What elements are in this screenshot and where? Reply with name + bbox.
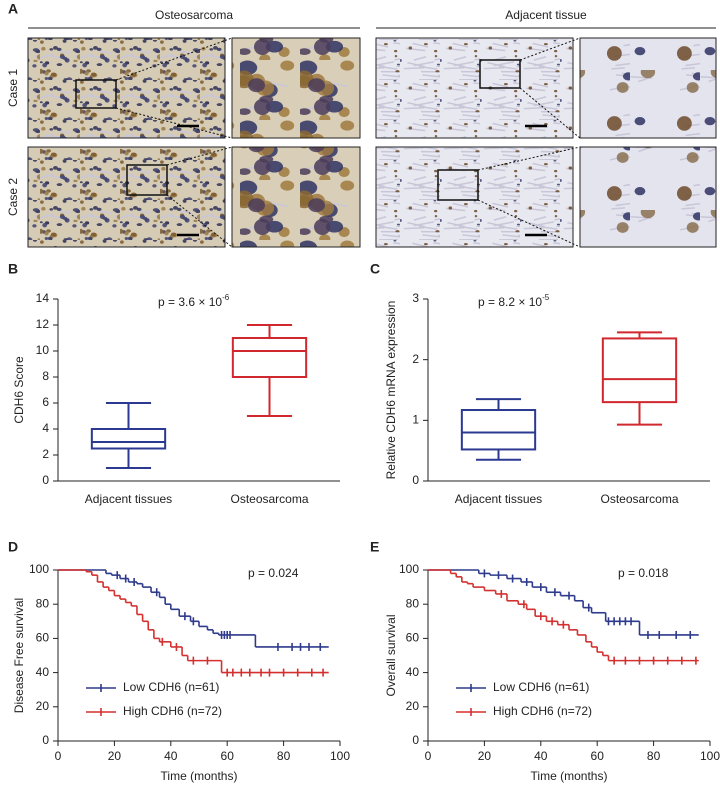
- legend-label: Low CDH6 (n=61): [493, 680, 589, 694]
- x-tick-label: Osteosarcoma: [230, 492, 308, 506]
- x-tick-label: 80: [277, 749, 291, 763]
- legend-label: High CDH6 (n=72): [123, 704, 222, 718]
- x-tick-label: 100: [700, 749, 720, 763]
- micrograph: [579, 37, 717, 139]
- micrograph: [231, 37, 361, 139]
- x-axis-label: Time (months): [531, 769, 608, 783]
- zoom-line: [477, 146, 581, 171]
- zoom-line: [519, 87, 581, 139]
- x-tick-label: Osteosarcoma: [600, 492, 678, 506]
- legend-label: Low CDH6 (n=61): [123, 680, 219, 694]
- zoom-line: [115, 37, 233, 81]
- x-tick-label: 60: [591, 749, 605, 763]
- y-tick-label: 80: [406, 596, 420, 610]
- micrograph: [579, 146, 717, 248]
- p-value-text: p = 8.2 × 10: [478, 295, 542, 309]
- y-tick-label: 20: [406, 699, 420, 713]
- zoom-box: [126, 164, 168, 196]
- x-tick-label: 60: [221, 749, 235, 763]
- p-value: p = 0.024: [248, 566, 299, 580]
- box: [460, 409, 537, 451]
- p-value: p = 3.6 × 10-6: [158, 293, 230, 309]
- p-value-text: p = 0.018: [618, 566, 669, 580]
- x-tick-label: 20: [478, 749, 492, 763]
- y-tick-label: 2: [412, 352, 419, 366]
- y-axis-label: Relative CDH6 mRNA expression: [384, 301, 398, 480]
- p-value-exponent: -5: [542, 293, 550, 302]
- p-value-exponent: -6: [222, 293, 230, 302]
- row-label: Case 2: [6, 178, 20, 216]
- x-tick-label: 40: [534, 749, 548, 763]
- zoom-line: [477, 199, 581, 248]
- y-axis-label: Disease Free survival: [12, 598, 26, 713]
- y-tick-label: 20: [36, 699, 50, 713]
- panel-label: D: [8, 539, 18, 555]
- y-tick-label: 8: [42, 369, 49, 383]
- y-tick-label: 14: [36, 291, 50, 305]
- p-value: p = 0.018: [618, 566, 669, 580]
- y-tick-label: 12: [36, 317, 50, 331]
- y-tick-label: 100: [29, 562, 49, 576]
- p-value-text: p = 0.024: [248, 566, 299, 580]
- x-tick-label: 80: [647, 749, 661, 763]
- column-header: Adjacent tissue: [505, 8, 587, 22]
- y-tick-label: 2: [42, 447, 49, 461]
- x-tick-label: 100: [330, 749, 350, 763]
- y-tick-label: 40: [36, 665, 50, 679]
- zoom-line: [166, 194, 233, 248]
- micrograph: [27, 37, 226, 139]
- zoom-line: [166, 146, 233, 166]
- zoom-line: [519, 37, 581, 61]
- row-label: Case 1: [6, 69, 20, 107]
- panel-label: B: [8, 261, 18, 277]
- y-tick-label: 1: [412, 413, 419, 427]
- p-value-text: p = 3.6 × 10: [158, 295, 222, 309]
- panel-label: E: [370, 539, 379, 555]
- zoom-box: [75, 79, 117, 109]
- micrograph: [375, 37, 574, 139]
- x-axis-label: Time (months): [161, 769, 238, 783]
- y-tick-label: 0: [412, 733, 419, 747]
- panel-label: C: [370, 261, 380, 277]
- y-tick-label: 80: [36, 596, 50, 610]
- micrograph: [231, 146, 361, 248]
- y-tick-label: 40: [406, 665, 420, 679]
- y-axis-label: Overall survival: [384, 614, 398, 696]
- p-value: p = 8.2 × 10-5: [478, 293, 550, 309]
- y-axis-label: CDH6 Score: [12, 356, 26, 424]
- box: [231, 337, 308, 378]
- zoom-box: [479, 59, 521, 89]
- y-tick-label: 0: [42, 473, 49, 487]
- x-tick-label: 0: [425, 749, 432, 763]
- y-tick-label: 100: [399, 562, 419, 576]
- y-tick-label: 0: [412, 473, 419, 487]
- x-tick-label: 20: [108, 749, 122, 763]
- y-tick-label: 10: [36, 343, 50, 357]
- box: [601, 337, 678, 404]
- x-tick-label: Adjacent tissues: [455, 492, 542, 506]
- y-tick-label: 6: [42, 395, 49, 409]
- y-tick-label: 4: [42, 421, 49, 435]
- x-tick-label: Adjacent tissues: [85, 492, 172, 506]
- y-tick-label: 0: [42, 733, 49, 747]
- x-tick-label: 0: [55, 749, 62, 763]
- zoom-box: [437, 169, 479, 201]
- micrograph: [375, 146, 574, 248]
- y-tick-label: 3: [412, 291, 419, 305]
- y-tick-label: 60: [406, 631, 420, 645]
- micrograph: [27, 146, 226, 248]
- box: [90, 428, 167, 450]
- x-tick-label: 40: [164, 749, 178, 763]
- legend-label: High CDH6 (n=72): [493, 704, 592, 718]
- panel-label: A: [8, 1, 18, 17]
- column-header: Osteosarcoma: [155, 8, 233, 22]
- y-tick-label: 60: [36, 631, 50, 645]
